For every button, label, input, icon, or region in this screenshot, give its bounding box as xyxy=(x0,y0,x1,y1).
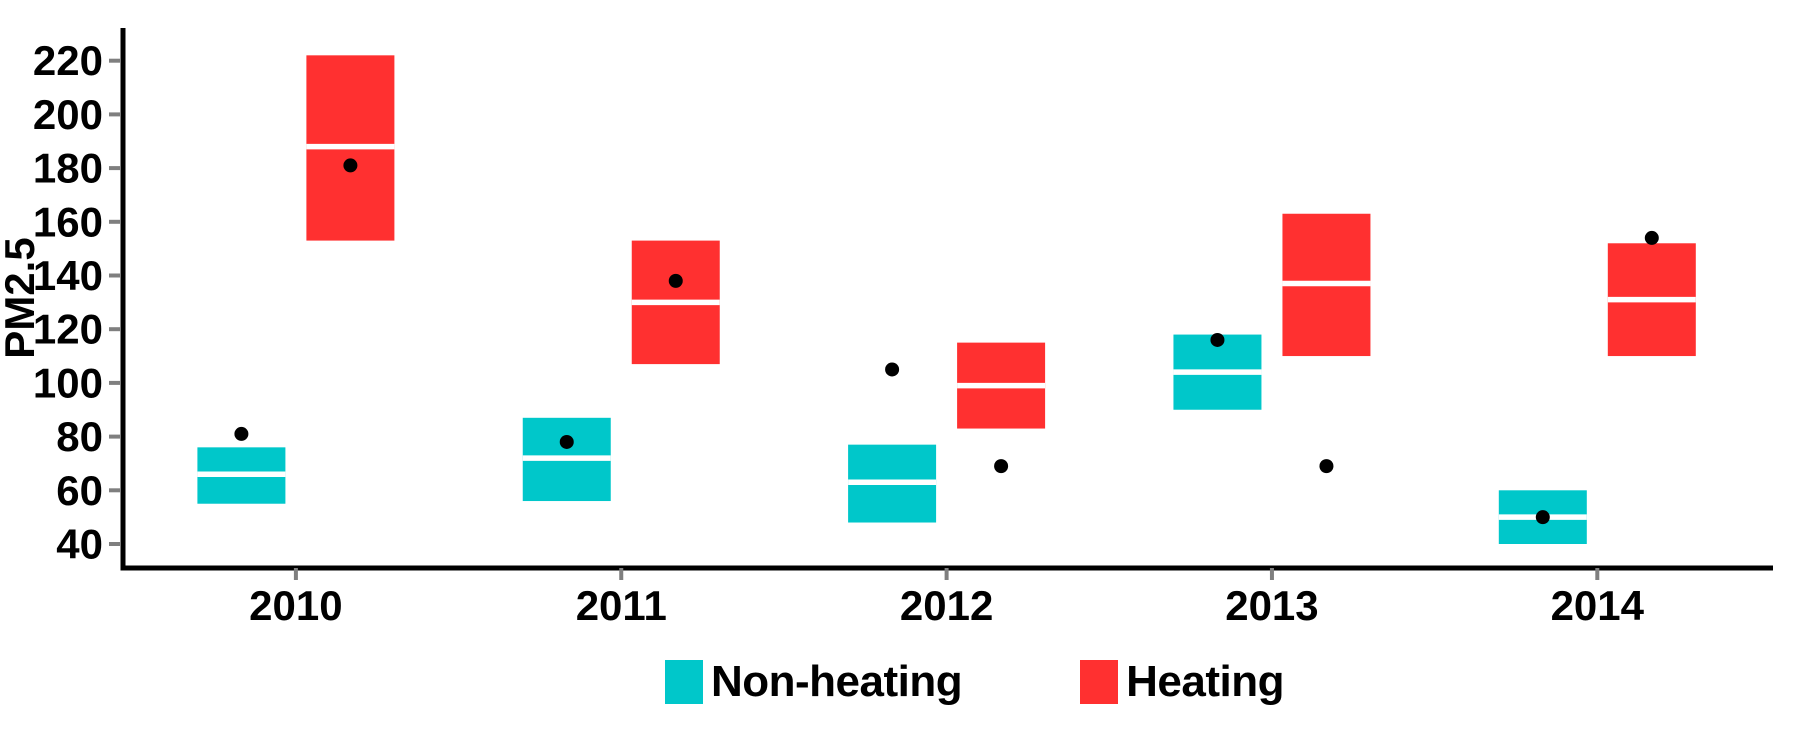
legend-swatch-non-heating xyxy=(665,660,703,704)
y-tick-label-160: 160 xyxy=(33,198,103,245)
mean-point-non-heating-2011 xyxy=(559,434,574,449)
legend-swatch-heating xyxy=(1080,660,1119,704)
x-tick-label-2012: 2012 xyxy=(900,582,993,629)
y-tick-label-220: 220 xyxy=(33,37,103,84)
legend-item-non-heating: Non-heating xyxy=(665,657,963,706)
y-tick-label-140: 140 xyxy=(33,252,103,299)
mean-point-non-heating-2012 xyxy=(885,362,900,377)
y-axis-title: PM2.5 xyxy=(0,237,43,358)
legend-label-heating: Heating xyxy=(1126,657,1284,706)
x-tick-label-2014: 2014 xyxy=(1551,582,1645,629)
y-tick-label-100: 100 xyxy=(33,359,103,406)
x-tick-label-2013: 2013 xyxy=(1225,582,1318,629)
x-tick-label-2010: 2010 xyxy=(249,582,342,629)
mean-point-heating-2011 xyxy=(668,273,683,288)
mean-point-heating-2012 xyxy=(994,459,1009,474)
y-tick-label-120: 120 xyxy=(33,306,103,353)
y-tick-label-180: 180 xyxy=(33,145,103,192)
mean-point-non-heating-2013 xyxy=(1210,332,1225,347)
y-tick-label-60: 60 xyxy=(56,467,103,514)
y-tick-label-200: 200 xyxy=(33,91,103,138)
legend-label-non-heating: Non-heating xyxy=(711,657,963,706)
mean-point-heating-2014 xyxy=(1644,230,1659,245)
legend: Non-heating Heating xyxy=(665,660,1284,704)
y-tick-label-40: 40 xyxy=(56,521,103,568)
mean-point-non-heating-2010 xyxy=(234,426,249,441)
y-tick-label-80: 80 xyxy=(56,413,103,460)
mean-point-heating-2013 xyxy=(1319,459,1334,474)
mean-point-heating-2010 xyxy=(343,158,358,173)
legend-item-heating: Heating xyxy=(1080,660,1284,704)
mean-point-non-heating-2014 xyxy=(1535,510,1550,525)
x-tick-label-2011: 2011 xyxy=(576,582,667,629)
